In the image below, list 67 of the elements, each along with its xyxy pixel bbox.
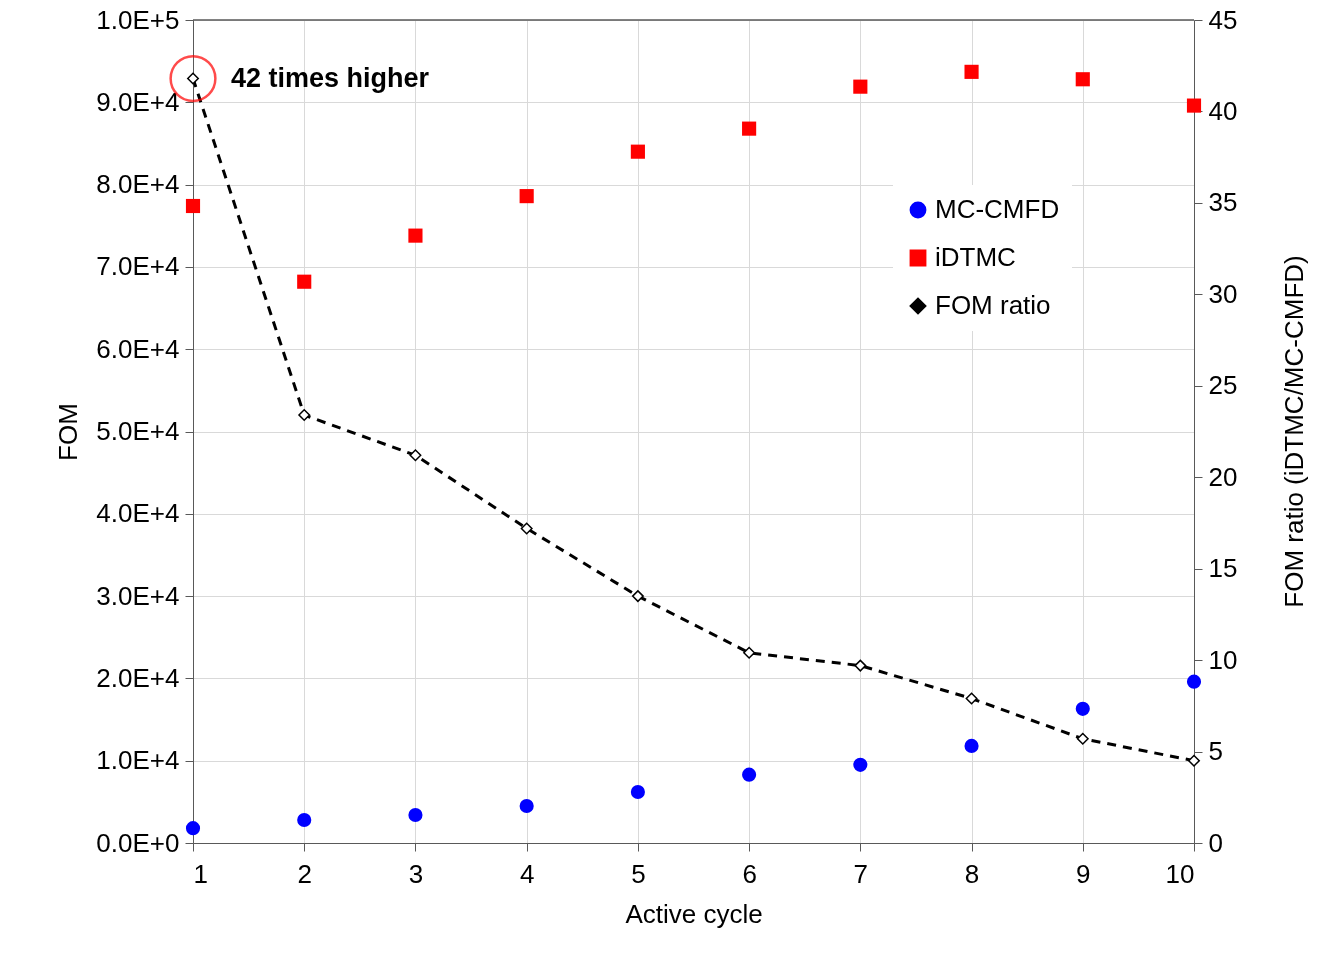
x-tick-label: 8 (964, 858, 980, 889)
y2-tick-label: 5 (1208, 736, 1223, 767)
x-tick-label: 6 (742, 858, 757, 889)
y2-tick-label: 10 (1208, 644, 1238, 675)
point (630, 144, 645, 159)
y-tick-label: 7.0E+4 (96, 251, 180, 282)
y2-axis-title: FOM ratio (iDTMC/MC-CMFD) (1278, 255, 1309, 608)
point (854, 659, 867, 672)
y2-tick-label: 15 (1208, 553, 1238, 584)
x-tick-label: 1 (193, 858, 208, 889)
point (519, 189, 534, 204)
point (408, 228, 423, 243)
y-tick-label: 4.0E+4 (96, 498, 180, 529)
point (298, 409, 311, 422)
y-tick-label: 9.0E+4 (96, 86, 180, 117)
point (1186, 98, 1202, 113)
y2-tick-label: 0 (1208, 827, 1223, 858)
y-tick-label: 1.0E+5 (96, 4, 180, 35)
point (1186, 674, 1202, 689)
y-axis-title: FOM (53, 403, 84, 461)
point (1188, 754, 1200, 767)
point (185, 821, 201, 836)
point (853, 79, 868, 94)
point (519, 798, 534, 814)
point (964, 64, 979, 79)
point (1075, 701, 1090, 716)
point (1076, 732, 1089, 745)
point (520, 522, 533, 535)
y-tick-label: 1.0E+4 (96, 745, 180, 776)
x-tick-label: 7 (853, 858, 869, 889)
y-tick-label: 0.0E+0 (96, 827, 180, 858)
point (185, 198, 201, 214)
x-tick-label: 9 (1076, 858, 1091, 889)
x-tick-label: 3 (408, 858, 424, 889)
y2-tick-label: 35 (1208, 187, 1238, 218)
point (408, 807, 423, 823)
x-tick-label: 2 (297, 858, 312, 889)
point (853, 757, 868, 772)
y-tick-label: 2.0E+4 (96, 662, 180, 693)
point (297, 812, 312, 828)
point (742, 767, 757, 782)
x-tick-label: 10 (1165, 858, 1195, 889)
y-tick-label: 6.0E+4 (96, 333, 180, 364)
y2-tick-label: 25 (1208, 370, 1238, 401)
y-tick-label: 5.0E+4 (96, 416, 180, 446)
point (297, 274, 312, 289)
point (964, 738, 979, 753)
y2-tick-label: 45 (1208, 4, 1238, 35)
point (743, 646, 756, 659)
x-tick-label: 5 (631, 858, 646, 889)
point (630, 784, 645, 800)
annotation: 42 times higher (231, 62, 430, 93)
legend-label: MC-CMFD (935, 194, 1060, 224)
point (409, 449, 422, 462)
y2-tick-label: 40 (1208, 95, 1238, 126)
x-tick-label: 4 (519, 858, 535, 889)
point (631, 590, 644, 603)
legend-label: iDTMC (935, 242, 1016, 272)
y-tick-label: 3.0E+4 (96, 580, 180, 611)
x-axis-title: Active cycle (625, 898, 763, 929)
y2-tick-label: 30 (1208, 278, 1238, 309)
point (965, 692, 978, 705)
point (742, 121, 757, 136)
y-tick-label: 8.0E+4 (96, 169, 180, 200)
y2-tick-label: 20 (1208, 461, 1238, 492)
point (1075, 72, 1090, 87)
legend-label: FOM ratio (935, 290, 1051, 320)
